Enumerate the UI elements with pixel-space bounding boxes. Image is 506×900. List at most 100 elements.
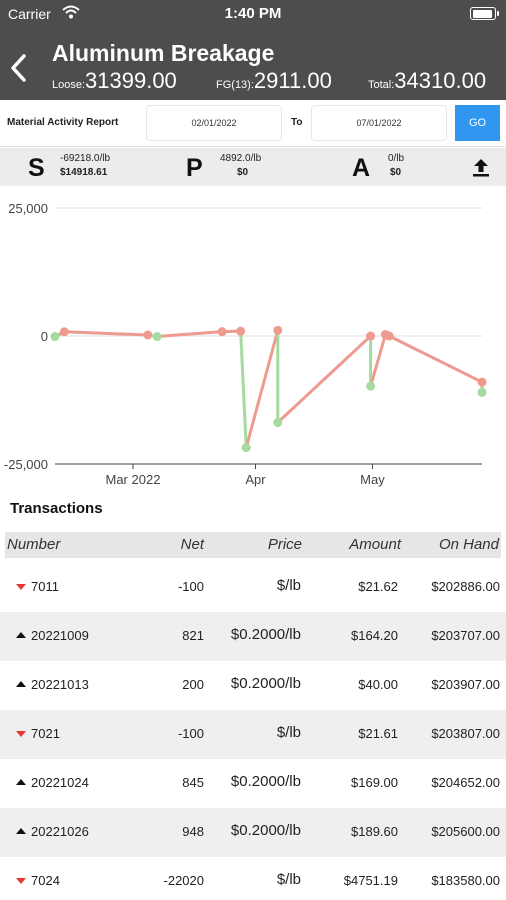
data-point: [477, 377, 487, 387]
row-on-hand: $203907.00: [431, 677, 500, 692]
row-amount: $21.62: [358, 579, 398, 594]
row-net: -100: [177, 726, 204, 741]
y-tick-label: 25,000: [8, 201, 48, 216]
row-price: $0.2000/lb: [230, 773, 301, 790]
series-segment: [276, 334, 373, 425]
table-row[interactable]: 20221026 948 $0.2000/lb $189.60 $205600.00: [0, 808, 506, 857]
row-number: 7011: [31, 579, 59, 594]
row-amount: $40.00: [358, 677, 398, 692]
row-number: 20221026: [31, 824, 89, 839]
loose-value: 31399.00: [85, 68, 177, 93]
data-point: [477, 387, 487, 397]
data-point: [59, 327, 69, 337]
series-segment: [155, 330, 224, 339]
row-price: $0.2000/lb: [230, 675, 301, 692]
data-point: [241, 443, 251, 453]
to-date-input[interactable]: [311, 105, 447, 141]
col-price: Price: [267, 536, 302, 553]
row-amount: $169.00: [351, 775, 398, 790]
carrier-label: Carrier: [8, 6, 51, 22]
fg-value: 2911.00: [253, 68, 332, 93]
wifi-icon: [62, 5, 80, 19]
table-row[interactable]: 20221013 200 $0.2000/lb $40.00 $203907.00: [0, 661, 506, 710]
table-row[interactable]: 7011 -100 $/lb $21.62 $202886.00: [0, 563, 506, 612]
p-letter: P: [186, 154, 203, 182]
a-per-lb: 0/lb: [388, 153, 405, 164]
arrow-down-icon: [16, 731, 26, 737]
data-point: [273, 418, 283, 428]
row-on-hand: $203807.00: [431, 726, 500, 741]
col-number: Number: [7, 536, 61, 553]
transactions-header: Number Net Price Amount On Hand: [5, 532, 501, 558]
col-on-hand: On Hand: [438, 536, 499, 553]
arrow-down-icon: [16, 878, 26, 884]
s-letter: S: [28, 154, 45, 182]
data-point: [273, 325, 283, 335]
x-tick-label: May: [360, 472, 385, 487]
row-price: $0.2000/lb: [230, 626, 301, 643]
series-segment: [239, 329, 248, 450]
row-on-hand: $205600.00: [431, 824, 500, 839]
row-on-hand: $204652.00: [431, 775, 500, 790]
s-per-lb: -69218.0/lb: [60, 153, 111, 164]
loose-label: Loose:: [52, 79, 86, 91]
series-segment: [387, 334, 484, 384]
status-bar: Carrier 1:40 PM: [0, 0, 506, 28]
s-amount: $14918.61: [60, 167, 108, 178]
row-number: 7021: [31, 726, 60, 741]
row-amount: $21.61: [358, 726, 398, 741]
row-on-hand: $203707.00: [431, 628, 500, 643]
data-point: [384, 331, 394, 341]
back-button[interactable]: [6, 50, 32, 86]
row-amount: $4751.19: [343, 873, 398, 888]
row-net: -22020: [163, 873, 204, 888]
total-summary: Total:34310.00: [368, 68, 486, 94]
total-label: Total:: [368, 79, 395, 91]
table-row[interactable]: 7024 -22020 $/lb $4751.19 $183580.00: [0, 857, 506, 900]
a-amount: $0: [390, 167, 402, 178]
row-number: 7024: [31, 873, 60, 888]
activity-chart: 25,000 0 -25,000 Mar 2022 Apr May: [4, 201, 487, 487]
arrow-up-icon: [16, 828, 26, 834]
fg-label: FG(13):: [216, 79, 254, 91]
spa-summary-row: S -69218.0/lb $14918.61 P 4892.0/lb $0 A…: [0, 148, 506, 186]
row-price: $/lb: [276, 871, 301, 888]
report-bar: Material Activity Report To: [0, 100, 506, 147]
data-point: [366, 381, 376, 391]
table-row[interactable]: 20221024 845 $0.2000/lb $169.00 $204652.00: [0, 759, 506, 808]
col-net: Net: [180, 536, 204, 553]
row-price: $0.2000/lb: [230, 822, 301, 839]
series-segment: [369, 332, 387, 388]
data-point: [143, 330, 153, 340]
clock: 1:40 PM: [224, 5, 282, 22]
table-row[interactable]: 7021 -100 $/lb $21.61 $203807.00: [0, 710, 506, 759]
row-on-hand: $183580.00: [431, 873, 500, 888]
to-label: To: [291, 117, 303, 128]
table-row[interactable]: 20221009 821 $0.2000/lb $164.20 $203707.00: [0, 612, 506, 661]
fg-summary: FG(13):2911.00: [216, 68, 332, 94]
arrow-up-icon: [16, 632, 26, 638]
row-number: 20221013: [31, 677, 89, 692]
row-net: -100: [177, 579, 204, 594]
arrow-up-icon: [16, 681, 26, 687]
row-amount: $164.20: [351, 628, 398, 643]
from-date-input[interactable]: [146, 105, 282, 141]
p-amount: $0: [237, 167, 249, 178]
a-letter: A: [352, 154, 371, 182]
go-button[interactable]: GO: [455, 105, 500, 141]
arrow-up-icon: [16, 779, 26, 785]
loose-summary: Loose:31399.00: [52, 68, 177, 94]
p-per-lb: 4892.0/lb: [220, 153, 262, 164]
total-value: 34310.00: [394, 68, 487, 93]
row-net: 845: [182, 775, 204, 790]
row-net: 821: [182, 628, 204, 643]
upload-icon[interactable]: [470, 156, 492, 178]
x-tick-label: Apr: [245, 472, 266, 487]
data-point: [50, 332, 60, 342]
data-point: [366, 331, 376, 341]
data-point: [236, 326, 246, 336]
row-price: $/lb: [276, 577, 301, 594]
row-price: $/lb: [276, 724, 301, 741]
battery-icon: [470, 7, 499, 20]
